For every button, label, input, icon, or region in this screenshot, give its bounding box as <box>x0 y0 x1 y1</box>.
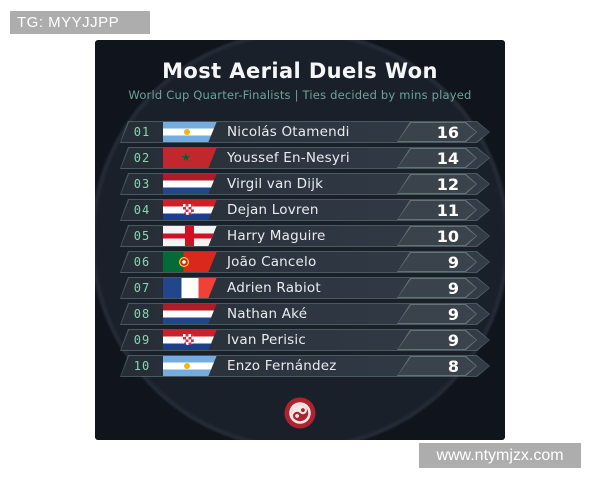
flag-argentina-icon <box>163 121 217 143</box>
table-row: 08 Nathan Aké 9 <box>120 303 490 325</box>
player-name: Nicolás Otamendi <box>227 124 350 140</box>
flag-croatia-icon <box>163 199 217 221</box>
rank-label: 04 <box>133 203 151 217</box>
table-row: 03 Virgil van Dijk 12 <box>120 173 490 195</box>
stats-card: Most Aerial Duels Won World Cup Quarter-… <box>95 40 505 440</box>
tg-handle-label: TG: MYYJJPP <box>10 11 150 34</box>
duels-value: 16 <box>436 122 459 142</box>
player-name: Ivan Perisic <box>227 332 306 348</box>
duels-value: 9 <box>447 278 459 298</box>
flag-england-icon <box>163 225 217 247</box>
player-name: Dejan Lovren <box>227 202 319 218</box>
page-subtitle: World Cup Quarter-Finalists | Ties decid… <box>128 88 472 102</box>
rank-label: 08 <box>133 307 151 321</box>
flag-france-icon <box>163 277 217 299</box>
table-row: 05 Harry Maguire 10 <box>120 225 490 247</box>
duels-value: 10 <box>436 226 459 246</box>
table-row: 07 Adrien Rabiot 9 <box>120 277 490 299</box>
value-badge: 8 <box>397 356 477 376</box>
table-row: 04 Dejan Lovren 11 <box>120 199 490 221</box>
rank-label: 10 <box>133 359 151 373</box>
rank-label: 07 <box>133 281 151 295</box>
rank-label: 06 <box>133 255 151 269</box>
value-badge: 12 <box>397 174 477 194</box>
watermark-label: www.ntymjzx.com <box>419 443 581 468</box>
rank-label: 02 <box>133 151 151 165</box>
opta-swirl-logo-icon <box>284 397 316 429</box>
value-badge: 10 <box>397 226 477 246</box>
duels-value: 14 <box>436 148 459 168</box>
duels-value: 12 <box>436 174 459 194</box>
player-name: Virgil van Dijk <box>227 176 324 192</box>
value-badge: 9 <box>397 278 477 298</box>
value-badge: 14 <box>397 148 477 168</box>
duels-value: 9 <box>447 304 459 324</box>
rank-label: 09 <box>133 333 151 347</box>
flag-morocco-icon <box>163 147 217 169</box>
player-name: João Cancelo <box>227 254 317 270</box>
duels-value: 8 <box>447 356 459 376</box>
flag-netherlands-icon <box>163 173 217 195</box>
duels-value: 9 <box>447 330 459 350</box>
page-title: Most Aerial Duels Won <box>162 59 438 83</box>
flag-croatia-icon <box>163 329 217 351</box>
value-badge: 11 <box>397 200 477 220</box>
rank-label: 01 <box>133 125 151 139</box>
value-badge: 9 <box>397 252 477 272</box>
rank-label: 05 <box>133 229 151 243</box>
player-name: Harry Maguire <box>227 228 326 244</box>
flag-portugal-icon <box>163 251 217 273</box>
table-row: 10 Enzo Fernández 8 <box>120 355 490 377</box>
player-name: Enzo Fernández <box>227 358 337 374</box>
value-badge: 9 <box>397 330 477 350</box>
player-name: Youssef En-Nesyri <box>227 150 350 166</box>
value-badge: 9 <box>397 304 477 324</box>
duels-value: 11 <box>436 200 459 220</box>
table-row: 09 Ivan Perisic 9 <box>120 329 490 351</box>
ranking-table: 01 Nicolás Otamendi 16 02 Youssef En-Nes… <box>120 121 490 381</box>
table-row: 02 Youssef En-Nesyri 14 <box>120 147 490 169</box>
value-badge: 16 <box>397 122 477 142</box>
player-name: Nathan Aké <box>227 306 308 322</box>
duels-value: 9 <box>447 252 459 272</box>
flag-netherlands-icon <box>163 303 217 325</box>
table-row: 01 Nicolás Otamendi 16 <box>120 121 490 143</box>
flag-argentina-icon <box>163 355 217 377</box>
rank-label: 03 <box>133 177 151 191</box>
player-name: Adrien Rabiot <box>227 280 321 296</box>
table-row: 06 João Cancelo 9 <box>120 251 490 273</box>
